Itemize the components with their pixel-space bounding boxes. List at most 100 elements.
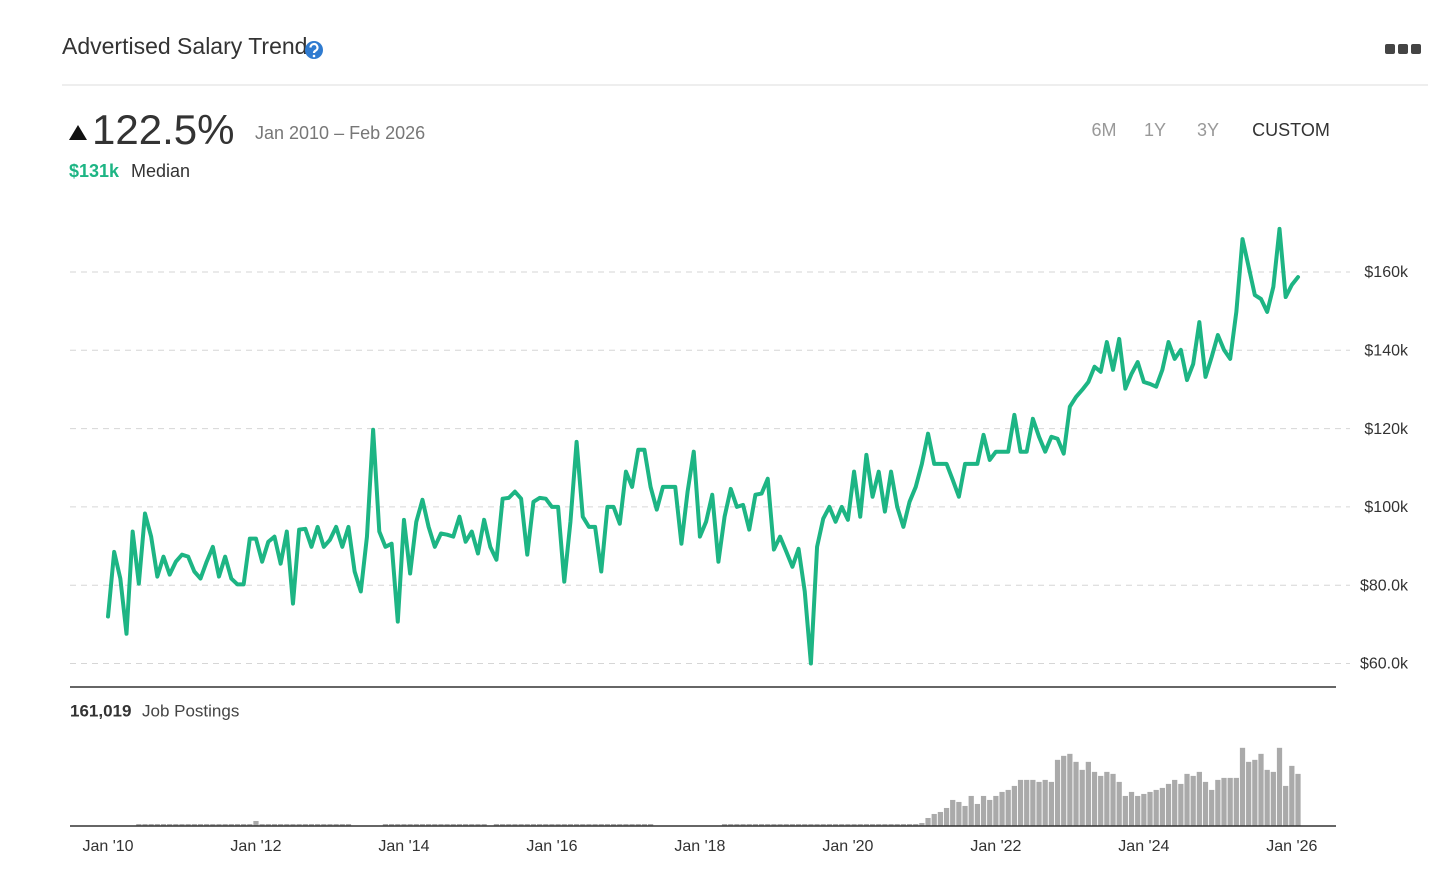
- salary-line: [106, 226, 1300, 666]
- posting-bar: [210, 823, 216, 826]
- range-button[interactable]: 6M: [1091, 120, 1116, 140]
- posting-bar: [1005, 789, 1011, 826]
- postings-label: Job Postings: [142, 701, 239, 720]
- posting-bar: [1239, 747, 1246, 826]
- posting-bar: [894, 823, 900, 826]
- menu-button[interactable]: [1385, 44, 1421, 54]
- posting-bar: [1227, 777, 1233, 826]
- x-tick-label: Jan '20: [822, 838, 873, 855]
- posting-bar: [851, 823, 857, 826]
- posting-bar: [506, 823, 512, 826]
- help-circle[interactable]: [305, 41, 323, 59]
- posting-bar: [1011, 785, 1017, 826]
- posting-bar: [493, 823, 500, 826]
- posting-bar: [536, 823, 543, 826]
- change-value: 122.5%: [92, 106, 234, 153]
- posting-bar: [1141, 793, 1147, 826]
- posting-bar: [956, 801, 962, 826]
- x-tick-label: Jan '14: [378, 838, 429, 855]
- posting-bar: [426, 823, 432, 826]
- posting-bar: [512, 823, 518, 826]
- posting-bar: [247, 823, 253, 826]
- posting-bar: [216, 823, 222, 826]
- posting-bar: [1289, 765, 1295, 826]
- posting-bar: [204, 823, 210, 826]
- posting-bar: [987, 799, 993, 826]
- posting-bar: [179, 823, 185, 826]
- posting-bar: [635, 823, 641, 826]
- posting-bar: [524, 823, 530, 826]
- posting-bar: [382, 823, 389, 826]
- posting-bar: [789, 823, 796, 826]
- posting-bar: [900, 823, 907, 826]
- help-icon[interactable]: [305, 41, 323, 59]
- period: Jan 2010 – Feb 2026: [255, 123, 425, 143]
- posting-bar: [173, 823, 179, 826]
- posting-bar: [401, 823, 407, 826]
- posting-bar: [740, 823, 746, 826]
- posting-bar: [1159, 787, 1165, 826]
- posting-bar: [919, 822, 925, 826]
- posting-bar: [234, 823, 241, 826]
- range-button[interactable]: 3Y: [1197, 120, 1219, 140]
- x-tick-label: Jan '12: [230, 838, 281, 855]
- posting-bar: [321, 823, 327, 826]
- posting-bar: [1073, 761, 1079, 826]
- posting-bar: [1246, 761, 1252, 826]
- posting-bar: [820, 823, 826, 826]
- posting-bar: [1264, 769, 1270, 826]
- posting-bar: [888, 823, 894, 826]
- posting-bar: [746, 823, 752, 826]
- x-tick-label: Jan '16: [526, 838, 577, 855]
- posting-bar: [567, 823, 574, 826]
- posting-bar: [339, 823, 345, 826]
- posting-bar: [191, 823, 197, 826]
- posting-bar: [1085, 761, 1091, 826]
- posting-bar: [1190, 775, 1196, 826]
- posting-bar: [604, 823, 611, 826]
- posting-bar: [808, 823, 814, 826]
- posting-bar: [1110, 773, 1116, 826]
- posting-bar: [943, 807, 950, 826]
- posting-bar: [814, 823, 820, 826]
- posting-bar: [783, 823, 789, 826]
- x-tick-label: Jan '22: [970, 838, 1021, 855]
- posting-bar: [1116, 781, 1122, 826]
- menu-dot: [1398, 44, 1408, 54]
- posting-bar: [617, 823, 623, 826]
- posting-bar: [1258, 753, 1264, 826]
- posting-bar: [1221, 777, 1227, 826]
- median-value: $131k: [69, 161, 120, 181]
- y-tick-label: $100k: [1364, 499, 1409, 516]
- posting-bar: [185, 823, 191, 826]
- posting-bar: [1202, 781, 1209, 826]
- range-button[interactable]: 1Y: [1144, 120, 1166, 140]
- posting-bar: [962, 805, 968, 826]
- posting-bar: [1233, 777, 1239, 826]
- posting-bar: [241, 823, 247, 826]
- x-tick-label: Jan '10: [82, 838, 133, 855]
- y-tick-label: $120k: [1364, 421, 1409, 438]
- posting-bar: [752, 823, 759, 826]
- posting-bar: [777, 823, 783, 826]
- menu-dot: [1411, 44, 1421, 54]
- posting-bar: [1215, 779, 1221, 826]
- posting-bar: [475, 823, 481, 826]
- posting-bar: [499, 823, 506, 826]
- posting-bar: [518, 823, 524, 826]
- posting-bar: [1128, 791, 1135, 826]
- posting-bar: [925, 817, 931, 826]
- posting-bar: [721, 823, 728, 826]
- posting-bar: [333, 823, 339, 826]
- posting-bar: [432, 823, 438, 826]
- posting-bar: [259, 823, 265, 826]
- posting-bar: [1098, 775, 1104, 826]
- range-button[interactable]: CUSTOM: [1252, 120, 1330, 140]
- posting-bar: [1061, 755, 1067, 826]
- posting-bar: [845, 823, 851, 826]
- posting-bar: [728, 823, 734, 826]
- posting-bar: [968, 795, 974, 826]
- posting-bar: [1172, 779, 1178, 826]
- posting-bar: [1048, 781, 1054, 826]
- posting-bar: [444, 823, 450, 826]
